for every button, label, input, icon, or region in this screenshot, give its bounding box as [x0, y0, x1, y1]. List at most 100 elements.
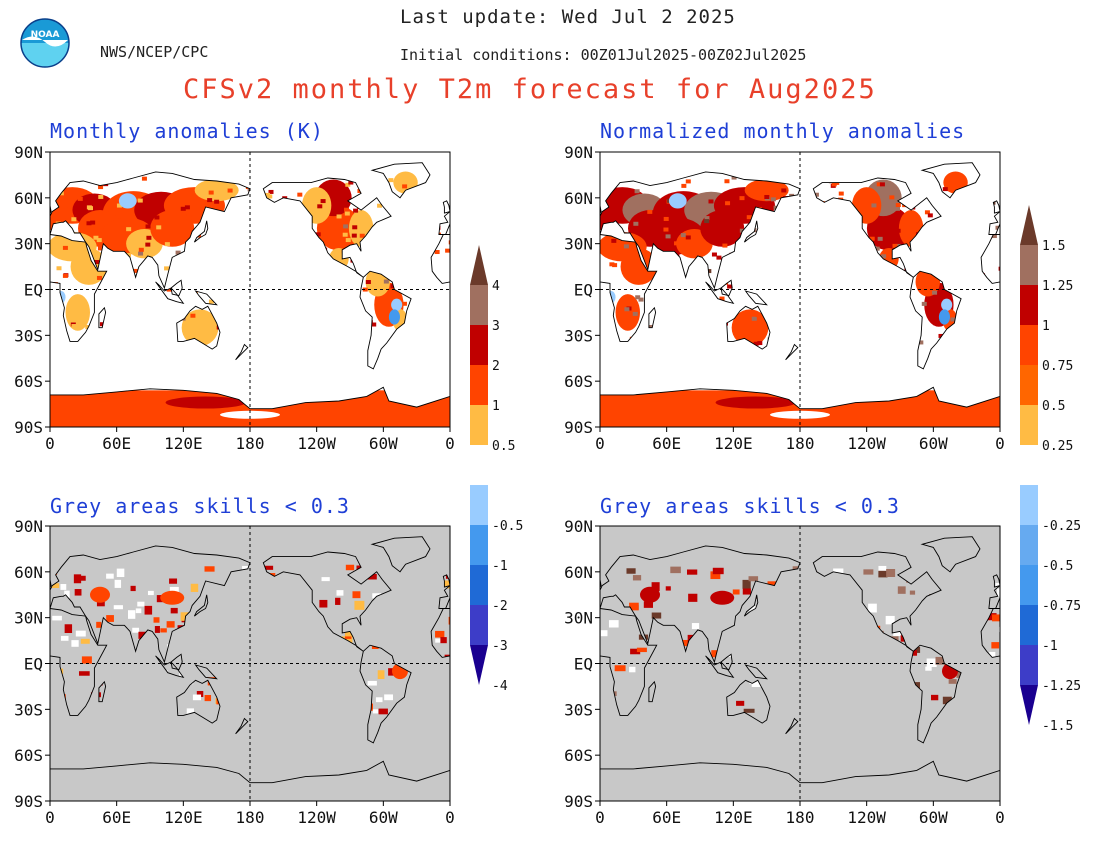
- lon-label: 0: [45, 808, 55, 827]
- cool-anomaly-region: [391, 298, 403, 311]
- skill-cell: [629, 666, 636, 673]
- landmass-borneo: [171, 280, 183, 296]
- anomaly-cell: [175, 250, 181, 255]
- skill-cell: [130, 585, 136, 592]
- coastlines: [50, 536, 450, 784]
- anomaly-cell: [82, 253, 88, 258]
- anomaly-cell: [190, 313, 196, 318]
- skill-cell: [630, 648, 641, 655]
- anomaly-cell: [999, 256, 1000, 261]
- anomaly-cell: [874, 246, 880, 251]
- anomaly-cell: [317, 204, 323, 209]
- lon-label: 120W: [847, 808, 886, 827]
- anomaly-cell: [634, 189, 640, 194]
- anomaly-cell: [881, 254, 887, 259]
- lon-label: 0: [995, 808, 1005, 827]
- colorbar-label: 0.5: [1042, 399, 1065, 414]
- skill-cell: [608, 620, 619, 628]
- anomaly-cell: [362, 287, 368, 292]
- colorbar-swatch: [1020, 645, 1038, 685]
- anomaly-cell: [871, 203, 877, 208]
- lat-label: 30S: [14, 700, 43, 719]
- skill-cell: [196, 690, 204, 697]
- anomaly-cell: [166, 287, 172, 292]
- colorbar-swatch: [1020, 525, 1038, 565]
- skill-cell: [192, 694, 202, 701]
- landmass-africa: [50, 608, 107, 716]
- anomaly-cell: [98, 194, 104, 199]
- anomaly-cell: [138, 251, 144, 256]
- lon-label: 180: [786, 808, 815, 827]
- skill-cell: [169, 586, 179, 593]
- skill-cell: [116, 568, 125, 578]
- lon-label: 180: [236, 808, 265, 827]
- skill-cell: [743, 708, 755, 713]
- anomaly-region: [90, 586, 110, 603]
- anomaly-cell: [611, 238, 617, 243]
- anomaly-cell: [359, 233, 365, 238]
- landmass-madagascar: [648, 681, 656, 702]
- colorbar-label: -0.5: [492, 519, 523, 534]
- skill-cell: [991, 642, 1000, 649]
- landmass-indonesia: [155, 655, 184, 678]
- lon-label: 120E: [164, 434, 203, 453]
- lat-label: 90S: [14, 792, 43, 811]
- anomaly-cell: [665, 234, 671, 239]
- anomaly-cell: [208, 190, 214, 195]
- anomaly-cell: [879, 182, 885, 187]
- lat-label: 90S: [14, 418, 43, 437]
- anomaly-cell: [146, 235, 152, 240]
- skill-cell: [64, 624, 73, 634]
- landmass-eurasia-west: [988, 171, 1000, 288]
- colorbar-top-arrow: [470, 245, 488, 285]
- landmass-antarctica: [50, 761, 450, 801]
- colorbar-label: 1: [1042, 319, 1050, 334]
- landmass-madagascar: [648, 307, 656, 328]
- anomaly-cell: [145, 224, 151, 229]
- colorbar-swatch: [1020, 565, 1038, 605]
- anomaly-cell: [755, 313, 761, 318]
- skill-cell: [345, 564, 355, 571]
- anomaly-cell: [877, 236, 883, 241]
- anomaly-cell: [98, 185, 104, 190]
- skill-cell: [711, 650, 720, 658]
- anomaly-cell: [950, 317, 956, 322]
- landmass-newGuinea: [745, 665, 767, 679]
- anomaly-cell: [932, 290, 938, 295]
- anomaly-cell: [889, 195, 895, 200]
- landmass-africa: [600, 608, 657, 716]
- anomaly-cell: [77, 196, 83, 201]
- skill-cell: [81, 656, 92, 664]
- anomaly-cell: [448, 240, 450, 245]
- colorbar-swatch: [470, 485, 488, 525]
- skill-cell: [106, 615, 114, 622]
- anomaly-cell: [56, 266, 62, 271]
- skill-cell: [372, 593, 382, 599]
- anomaly-cell: [927, 213, 933, 218]
- skill-cell: [992, 614, 1000, 622]
- colorbar-swatch: [1020, 405, 1038, 445]
- skill-cell: [632, 575, 642, 581]
- anomaly-cell: [719, 296, 725, 301]
- cool-anomaly-region: [941, 298, 953, 311]
- landmass-africa-west: [431, 234, 450, 342]
- lon-label: 60W: [919, 808, 948, 827]
- skill-cell: [352, 591, 361, 599]
- anomaly-cell: [343, 224, 349, 229]
- lon-label: 120W: [297, 434, 336, 453]
- landmass-indonesia: [705, 281, 734, 304]
- skill-cell: [144, 605, 153, 615]
- colorbar-label: -3: [492, 639, 508, 654]
- anomaly-cell: [377, 203, 383, 208]
- skill-cell: [748, 576, 759, 582]
- anomaly-cell: [353, 208, 359, 213]
- skill-cell: [986, 613, 997, 621]
- anomaly-cell: [704, 219, 710, 224]
- anomaly-cell: [604, 208, 610, 213]
- lon-label: 60W: [369, 808, 398, 827]
- panel-title-anom: Monthly anomalies (K): [50, 119, 324, 143]
- skill-cell: [878, 565, 887, 574]
- landmass-africa: [600, 234, 657, 342]
- antarctic-neutral: [220, 410, 280, 419]
- anomaly-cell: [86, 221, 92, 226]
